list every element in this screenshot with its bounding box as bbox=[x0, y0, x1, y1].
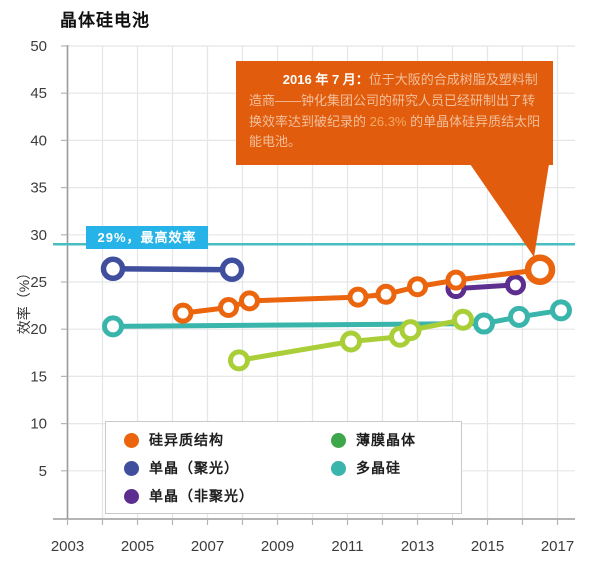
legend-item-thin-film: 薄膜晶体 bbox=[331, 430, 416, 450]
x-tick-label: 2013 bbox=[401, 538, 434, 555]
legend-item-sij: 硅异质结构 bbox=[124, 430, 224, 450]
data-point bbox=[407, 276, 428, 298]
y-tick-label: 20 bbox=[30, 321, 47, 338]
y-axis-title: 效率（%） bbox=[16, 265, 32, 335]
legend-label-sij: 硅异质结构 bbox=[149, 432, 224, 448]
series-multi-si bbox=[102, 299, 572, 338]
y-tick-label: 30 bbox=[30, 227, 47, 244]
legend-dot-mono-conc bbox=[124, 460, 139, 476]
data-point bbox=[524, 254, 556, 285]
data-point bbox=[505, 274, 526, 296]
legend-label-mono-conc: 单晶（聚光） bbox=[149, 460, 239, 476]
max-efficiency-label: 29%，最高效率 bbox=[86, 226, 208, 249]
data-point bbox=[340, 330, 362, 353]
legend-item-mono-conc: 单晶（聚光） bbox=[124, 458, 239, 478]
callout-box: 2016 年 7 月：位于大阪的合成树脂及塑料制造商——钟化集团公司的研究人员已… bbox=[236, 61, 553, 165]
data-point bbox=[172, 302, 194, 324]
data-point bbox=[228, 349, 250, 372]
x-tick-label: 2015 bbox=[471, 538, 504, 555]
legend-item-multi-si: 多晶硅 bbox=[331, 458, 401, 478]
y-tick-label: 45 bbox=[30, 85, 47, 102]
data-point bbox=[100, 256, 126, 282]
x-tick-label: 2007 bbox=[191, 538, 224, 555]
y-tick-label: 40 bbox=[30, 132, 47, 149]
series-thin-film bbox=[228, 308, 474, 372]
legend-label-mono-nonconc: 单晶（非聚光） bbox=[149, 488, 254, 504]
legend-label-thin-film: 薄膜晶体 bbox=[356, 432, 416, 448]
chart-title: 晶体硅电池 bbox=[60, 11, 150, 30]
legend-box: 硅异质结构 单晶（聚光） 单晶（非聚光） 薄膜晶体 多晶硅 bbox=[105, 421, 462, 514]
x-tick-label: 2003 bbox=[51, 538, 84, 555]
data-point bbox=[219, 257, 245, 282]
callout-text-after: 的单晶体硅异质结太阳能电池。 bbox=[249, 113, 541, 150]
series-sij bbox=[172, 254, 556, 324]
x-tick-label: 2011 bbox=[331, 538, 363, 555]
legend-dot-sij bbox=[124, 432, 139, 448]
data-point bbox=[102, 315, 124, 338]
legend-dot-multi-si bbox=[331, 460, 346, 476]
callout-date: 2016 年 7 月： bbox=[282, 72, 369, 87]
x-tick-label: 2009 bbox=[261, 538, 294, 555]
data-point bbox=[239, 290, 260, 312]
data-point bbox=[508, 305, 530, 328]
series-line bbox=[110, 266, 235, 273]
data-point bbox=[218, 296, 239, 318]
legend-item-mono-nonconc: 单晶（非聚光） bbox=[124, 486, 254, 506]
callout-record-value: 26.3% bbox=[369, 113, 407, 129]
series-line bbox=[110, 307, 564, 329]
y-tick-label: 5 bbox=[39, 463, 47, 480]
legend-dot-thin-film bbox=[331, 432, 346, 448]
legend-dot-mono-nonconc bbox=[124, 488, 139, 504]
data-point bbox=[375, 283, 397, 305]
y-tick-label: 10 bbox=[30, 416, 47, 433]
data-point bbox=[550, 299, 572, 322]
y-tick-label: 25 bbox=[30, 274, 47, 291]
y-tick-label: 50 bbox=[30, 38, 47, 55]
y-tick-label: 35 bbox=[30, 180, 47, 197]
data-point bbox=[445, 269, 467, 291]
data-point bbox=[347, 286, 369, 308]
data-point bbox=[473, 312, 495, 335]
legend-label-multi-si: 多晶硅 bbox=[356, 460, 401, 476]
series-mono-conc bbox=[100, 256, 245, 282]
x-tick-label: 2005 bbox=[121, 538, 154, 555]
data-point bbox=[452, 308, 474, 331]
y-tick-label: 15 bbox=[30, 368, 47, 385]
callout-text-before: 位于大阪的合成树脂及塑料制造商——钟化集团公司的研究人员已经研制出了转换效率达到… bbox=[249, 72, 538, 129]
x-tick-label: 2017 bbox=[541, 538, 574, 555]
data-point bbox=[399, 319, 422, 342]
